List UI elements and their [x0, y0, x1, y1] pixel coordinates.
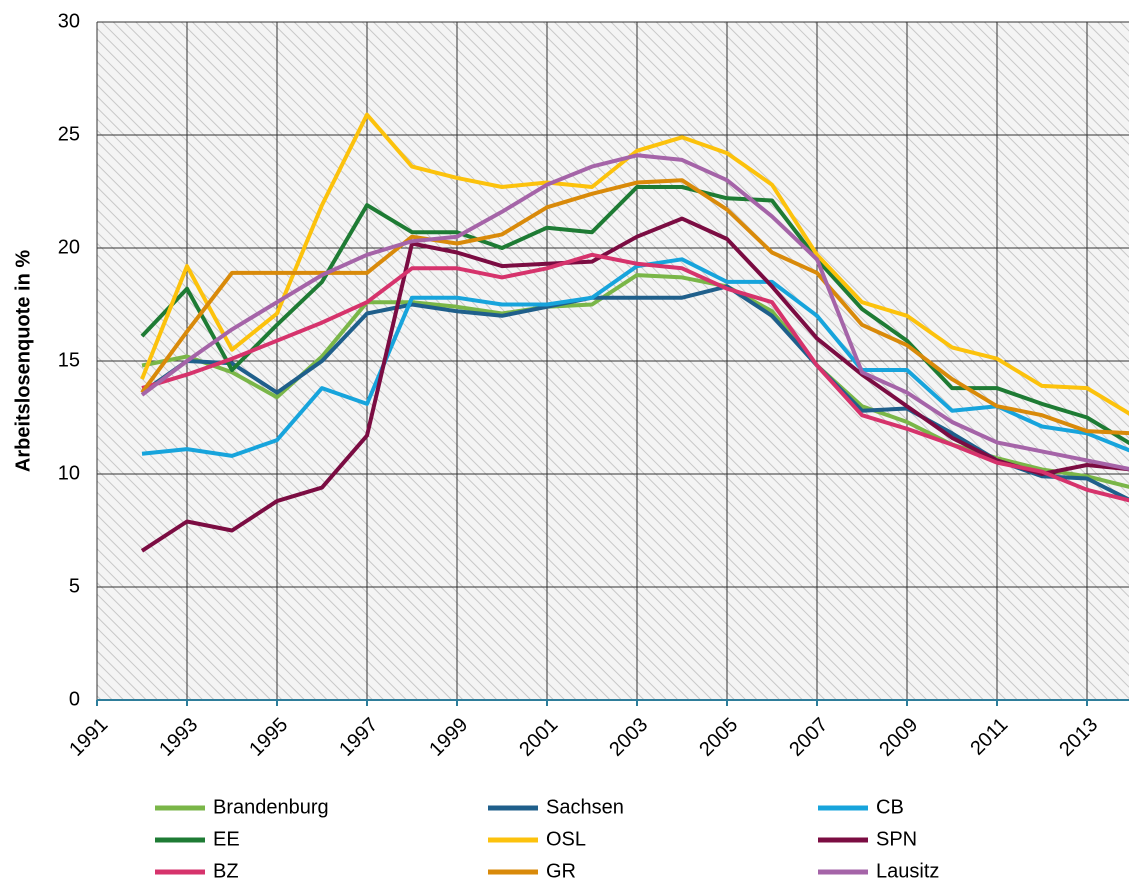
x-tick-label: 1991: [65, 714, 112, 761]
y-tick-label: 5: [69, 575, 80, 597]
y-axis-label: Arbeitslosenquote in %: [12, 250, 34, 472]
y-tick-label: 30: [58, 10, 80, 32]
legend-label: SPN: [876, 828, 917, 850]
legend-label: GR: [546, 860, 576, 882]
series-line: [140, 284, 1129, 502]
y-tick-label: 10: [58, 462, 80, 484]
x-tick-label: 2013: [1055, 714, 1102, 761]
legend-label: OSL: [546, 828, 586, 850]
x-tick-label: 1997: [335, 714, 382, 761]
legend-label: BZ: [213, 860, 239, 882]
y-tick-label: 20: [58, 236, 80, 258]
legend-label: EE: [213, 828, 240, 850]
legend-label: CB: [876, 796, 904, 818]
legend-label: Sachsen: [546, 796, 624, 818]
series-line: [140, 178, 1129, 436]
series-line: [140, 216, 1129, 553]
series-line: [140, 112, 1129, 416]
y-tick-label: 25: [58, 123, 80, 145]
x-tick-label: 2003: [605, 714, 652, 761]
x-tick-label: 2011: [966, 714, 1012, 760]
legend-label: Lausitz: [876, 860, 939, 882]
x-tick-label: 1995: [245, 714, 292, 761]
x-tick-label: 2005: [695, 714, 742, 761]
x-tick-label: 1999: [425, 714, 472, 761]
y-tick-label: 15: [58, 349, 80, 371]
series-line: [141, 252, 1129, 503]
series-line: [140, 153, 1129, 471]
y-tick-label: 0: [69, 688, 80, 710]
series-line: [141, 257, 1129, 458]
x-tick-label: 1993: [155, 714, 202, 761]
x-tick-label: 2007: [785, 714, 832, 761]
x-tick-label: 2009: [875, 714, 922, 761]
x-tick-label: 2001: [515, 714, 562, 761]
legend-label: Brandenburg: [213, 796, 329, 818]
